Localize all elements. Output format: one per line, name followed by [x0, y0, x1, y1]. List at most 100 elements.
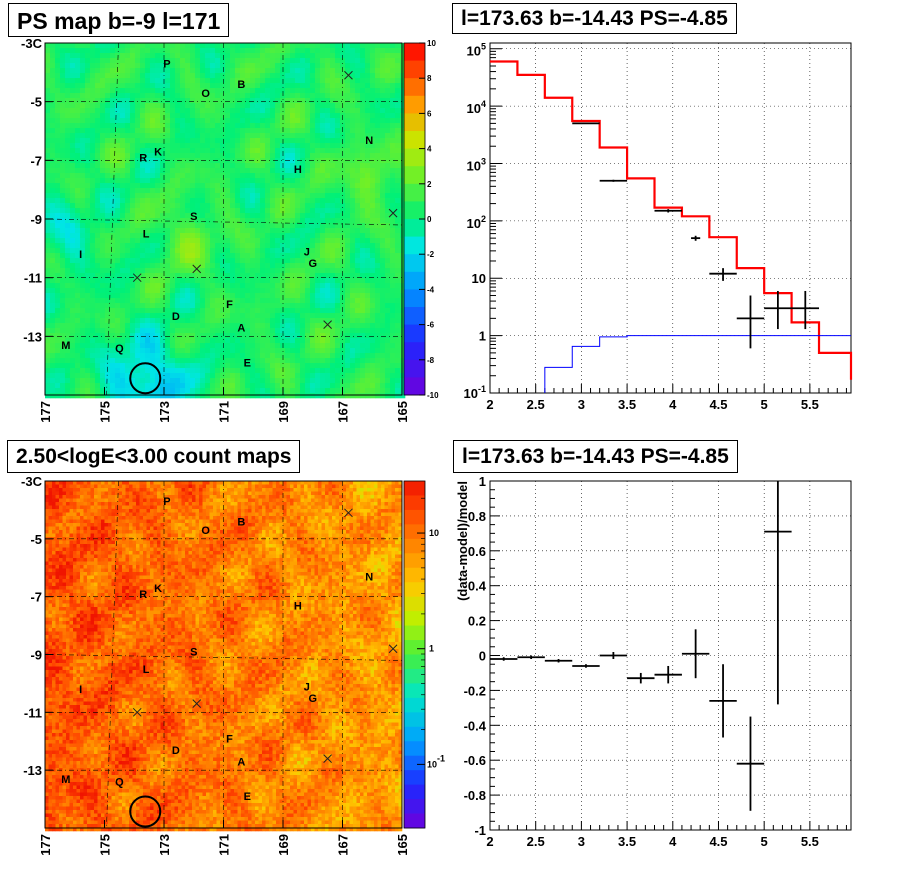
ps-map-pixel: [115, 128, 121, 134]
ps-map-pixel: [370, 298, 376, 304]
ps-map-pixel: [175, 373, 181, 379]
ps-map-pixel: [115, 283, 121, 289]
ps-map-pixel: [215, 288, 221, 294]
ps-map-pixel: [320, 253, 326, 259]
ps-map-pixel: [315, 223, 321, 229]
ps-map-pixel: [310, 273, 316, 279]
ps-map-pixel: [110, 98, 116, 104]
ps-map-pixel: [175, 168, 181, 174]
ps-map-pixel: [50, 53, 56, 59]
ps-map-pixel: [85, 123, 91, 129]
ps-map-pixel: [190, 318, 196, 324]
ps-map-pixel: [155, 323, 161, 329]
ps-map-pixel: [320, 333, 326, 339]
ps-map-pixel: [130, 343, 136, 349]
ps-map-pixel: [310, 223, 316, 229]
ps-map-pixel: [70, 263, 76, 269]
ps-map-pixel: [385, 358, 391, 364]
ps-map-pixel: [85, 73, 91, 79]
ps-map-pixel: [135, 103, 141, 109]
ps-map-pixel: [170, 113, 176, 119]
ps-map-pixel: [55, 153, 61, 159]
ps-map-pixel: [215, 383, 221, 389]
ps-map-pixel: [50, 168, 56, 174]
ps-map-pixel: [50, 268, 56, 274]
ps-map-pixel: [235, 198, 241, 204]
ps-map-pixel: [345, 243, 351, 249]
ps-map-pixel: [335, 158, 341, 164]
ps-map-pixel: [50, 358, 56, 364]
ps-map-pixel: [120, 118, 126, 124]
ps-map-pixel: [245, 138, 251, 144]
ps-map-pixel: [100, 98, 106, 104]
ps-map-pixel: [370, 108, 376, 114]
ps-map-pixel: [335, 213, 341, 219]
ps-map-pixel: [165, 108, 171, 114]
ps-map-pixel: [115, 143, 121, 149]
ps-map-pixel: [205, 48, 211, 54]
ps-map-pixel: [55, 263, 61, 269]
ps-map-pixel: [65, 183, 71, 189]
ps-map-pixel: [135, 263, 141, 269]
ps-map-pixel: [150, 173, 156, 179]
ps-map-pixel: [120, 238, 126, 244]
ps-map-pixel: [280, 183, 286, 189]
ps-map-pixel: [155, 63, 161, 69]
ps-map-pixel: [310, 178, 316, 184]
ps-map-pixel: [120, 213, 126, 219]
ps-map-pixel: [290, 53, 296, 59]
ps-map-pixel: [220, 128, 226, 134]
ps-map-pixel: [85, 383, 91, 389]
ps-map-pixel: [195, 193, 201, 199]
ps-map-pixel: [45, 303, 51, 309]
ps-map-pixel: [265, 148, 271, 154]
ps-map-pixel: [65, 208, 71, 214]
ps-map-pixel: [205, 228, 211, 234]
ps-map-pixel: [85, 303, 91, 309]
ps-map-pixel: [60, 368, 66, 374]
ps-map-pixel: [120, 288, 126, 294]
ps-map-pixel: [50, 153, 56, 159]
ps-map-pixel: [80, 248, 86, 254]
ps-map-pixel: [240, 333, 246, 339]
ps-map-pixel: [350, 373, 356, 379]
ps-map-pixel: [50, 193, 56, 199]
ps-map-pixel: [45, 223, 51, 229]
ps-map-pixel: [250, 328, 256, 334]
ps-map-pixel: [60, 308, 66, 314]
ps-map-pixel: [215, 203, 221, 209]
ps-map-pixel: [325, 263, 331, 269]
ps-map-pixel: [190, 293, 196, 299]
ps-map-pixel: [325, 293, 331, 299]
ps-map-pixel: [100, 288, 106, 294]
ps-map-pixel: [190, 218, 196, 224]
ps-map-pixel: [295, 128, 301, 134]
ps-map-pixel: [395, 153, 401, 159]
ps-map-pixel: [255, 178, 261, 184]
ps-map-pixel: [275, 228, 281, 234]
ps-map-pixel: [120, 183, 126, 189]
ps-map-pixel: [140, 198, 146, 204]
ps-map-pixel: [290, 148, 296, 154]
ps-map-pixel: [75, 238, 81, 244]
ps-map-pixel: [275, 158, 281, 164]
ps-map-pixel: [375, 313, 381, 319]
ps-map-pixel: [185, 318, 191, 324]
ps-map-pixel: [335, 173, 341, 179]
ps-map-pixel: [70, 123, 76, 129]
ps-map-pixel: [140, 348, 146, 354]
ps-map-pixel: [370, 133, 376, 139]
ps-map-pixel: [275, 188, 281, 194]
ps-map-pixel: [225, 253, 231, 259]
ps-map-pixel: [85, 228, 91, 234]
ps-map-pixel: [90, 103, 96, 109]
ps-map-pixel: [275, 208, 281, 214]
ps-map-pixel: [160, 153, 166, 159]
ps-map-pixel: [55, 143, 61, 149]
ps-map-pixel: [80, 343, 86, 349]
ps-map-pixel: [145, 203, 151, 209]
ps-map-pixel: [45, 83, 51, 89]
ps-map-pixel: [390, 348, 396, 354]
ps-map-pixel: [260, 338, 266, 344]
ps-map-pixel: [170, 318, 176, 324]
